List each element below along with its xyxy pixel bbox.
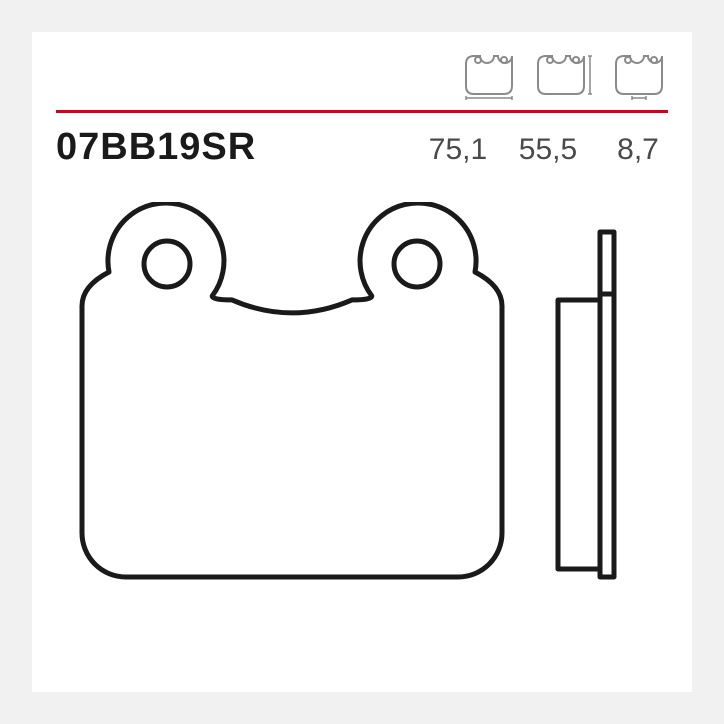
pad-height-icon bbox=[532, 50, 596, 107]
pad-front-icon bbox=[460, 50, 518, 107]
dim-thickness: 8,7 bbox=[608, 133, 668, 167]
dimensions-group: 75,1 55,5 8,7 bbox=[428, 133, 668, 167]
mount-hole-left bbox=[144, 241, 190, 287]
pad-thick-icon bbox=[610, 50, 668, 107]
dim-height: 55,5 bbox=[518, 133, 578, 167]
product-spec-card: 07BB19SR 75,1 55,5 8,7 bbox=[32, 32, 692, 692]
dimension-icons-row bbox=[460, 50, 668, 107]
mount-hole-right bbox=[394, 241, 440, 287]
dim-width: 75,1 bbox=[428, 133, 488, 167]
spec-row: 07BB19SR 75,1 55,5 8,7 bbox=[56, 126, 668, 169]
part-number: 07BB19SR bbox=[56, 126, 428, 169]
accent-separator bbox=[56, 110, 668, 113]
technical-drawing bbox=[32, 202, 692, 682]
side-friction-block bbox=[558, 300, 600, 569]
